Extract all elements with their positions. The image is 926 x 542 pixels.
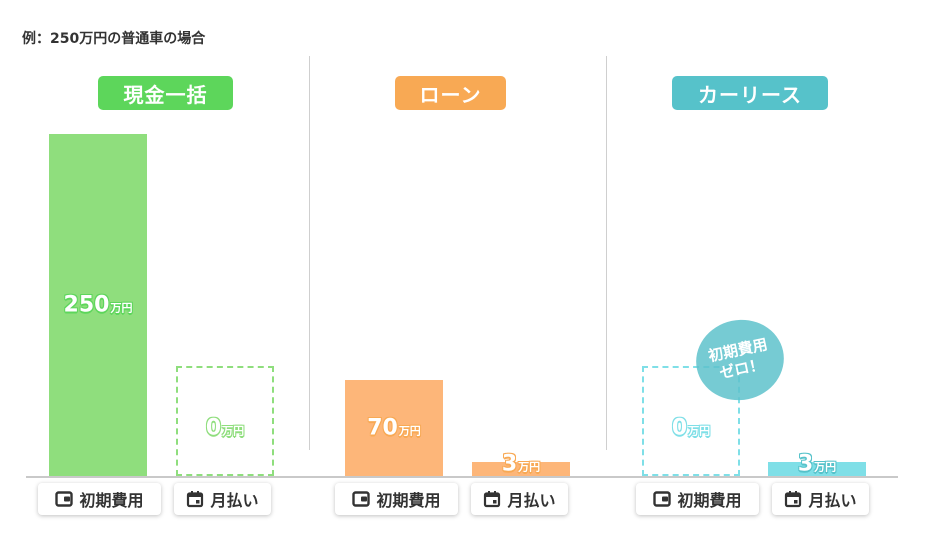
bar-lease-initial — [642, 366, 740, 476]
value-label-loan-monthly: 3万円 — [501, 451, 541, 477]
value-label-lease-monthly: 3万円 — [797, 451, 837, 477]
bar-cash-initial — [49, 134, 147, 476]
group-badge-loan: ローン — [395, 76, 506, 110]
value-label-cash-monthly: 0万円 — [205, 415, 245, 441]
wallet-icon — [653, 490, 672, 508]
value-label-lease-initial: 0万円 — [671, 415, 711, 441]
value-label-loan-initial: 70万円 — [367, 415, 421, 441]
calendar-icon — [784, 490, 802, 508]
group-divider — [309, 56, 310, 450]
group-badge-lease: カーリース — [672, 76, 828, 110]
category-label-cash-monthly: 月払い — [174, 483, 271, 515]
wallet-icon — [352, 490, 371, 508]
bar-loan-initial — [345, 380, 443, 476]
group-divider — [606, 56, 607, 450]
category-label-text: 月払い — [507, 491, 556, 510]
category-label-text: 初期費用 — [376, 491, 441, 510]
bar-loan-monthly — [472, 462, 570, 476]
category-label-cash-initial: 初期費用 — [38, 483, 161, 515]
category-label-lease-initial: 初期費用 — [636, 483, 759, 515]
example-note: 例：250万円の普通車の場合 — [22, 31, 206, 47]
category-label-lease-monthly: 月払い — [772, 483, 869, 515]
category-label-text: 月払い — [808, 491, 857, 510]
calendar-icon — [483, 490, 501, 508]
category-label-text: 初期費用 — [677, 491, 742, 510]
category-label-text: 初期費用 — [79, 491, 144, 510]
value-label-cash-initial: 250万円 — [63, 292, 133, 318]
category-label-loan-initial: 初期費用 — [335, 483, 458, 515]
category-label-loan-monthly: 月払い — [471, 483, 568, 515]
calendar-icon — [186, 490, 204, 508]
chart-baseline — [26, 476, 898, 478]
bar-lease-monthly — [768, 462, 866, 476]
bar-cash-monthly — [176, 366, 274, 476]
group-badge-cash: 現金一括 — [98, 76, 233, 110]
category-label-text: 月払い — [210, 491, 259, 510]
wallet-icon — [55, 490, 74, 508]
